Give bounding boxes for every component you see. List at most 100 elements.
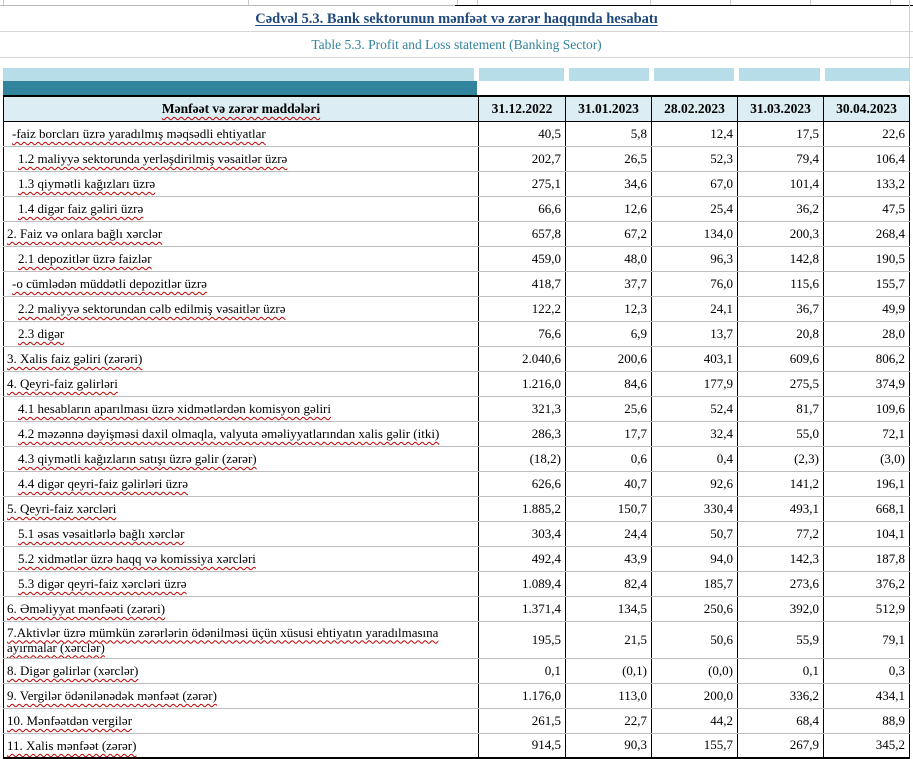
cell-value: 303,4 (478, 521, 566, 547)
cell-value: 67,0 (651, 171, 738, 197)
cell-value: 122,2 (478, 296, 566, 322)
cell-value: 113,0 (565, 683, 652, 709)
cell-value: 13,7 (651, 321, 738, 347)
cell-value: 104,1 (823, 521, 910, 547)
cell-value: 403,1 (651, 346, 738, 372)
row-label: 1.2 maliyyə sektorunda yerləşdirilmiş və… (3, 146, 479, 172)
cell-value: 76,6 (478, 321, 566, 347)
cell-value: 52,3 (651, 146, 738, 172)
gridline-tick (810, 0, 811, 5)
cell-value: 155,7 (651, 733, 738, 759)
band-cell-separator (649, 68, 654, 81)
cell-value: 28,0 (823, 321, 910, 347)
cell-value: 101,4 (737, 171, 824, 197)
row-label: 6. Əməliyyat mənfəəti (zərəri) (3, 596, 479, 622)
cell-value: 36,2 (737, 196, 824, 222)
subtitle-row: Table 5.3. Profit and Loss statement (Ba… (0, 32, 913, 58)
table-row: 4. Qeyri-faiz gəlirləri 1.216,0 84,6 177,9 2… (3, 371, 910, 397)
cell-value: 141,2 (737, 471, 824, 497)
cell-value: 32,4 (651, 421, 738, 447)
cell-value: 150,7 (565, 496, 652, 522)
cell-value: 94,0 (651, 546, 738, 572)
cell-value: 66,6 (478, 196, 566, 222)
cell-value: 68,4 (737, 708, 824, 734)
date-column-header: 28.02.2023 (651, 95, 738, 122)
cell-value: 185,7 (651, 571, 738, 597)
cell-value: 48,0 (565, 246, 652, 272)
cell-value: 55,0 (737, 421, 824, 447)
gridline-tick (3, 0, 4, 5)
cell-value: 5,8 (565, 121, 652, 147)
cell-value: 914,5 (478, 733, 566, 759)
row-label: 7.Aktivlər üzrə mümkün zərərlərin ödənil… (3, 621, 479, 659)
row-label: 2.1 depozitlər üzrə faizlər (3, 246, 479, 272)
cell-value: 336,2 (737, 683, 824, 709)
cell-value: 25,6 (565, 396, 652, 422)
gridline-tick (650, 0, 651, 5)
date-column-header: 30.04.2023 (823, 95, 910, 122)
items-column-header: Mənfəət və zərər maddələri (3, 95, 479, 122)
row-label: 9. Vergilər ödənilənədək mənfəət (zərər) (3, 683, 479, 709)
table-row: -o cümlədən müddətli depozitlər üzrə 418,… (3, 271, 910, 297)
cell-value: 512,9 (823, 596, 910, 622)
row-label: 1.4 digər faiz gəliri üzrə (3, 196, 479, 222)
cell-value: 1.216,0 (478, 371, 566, 397)
table-title-link[interactable]: Cədvəl 5.3. Bank sektorunun mənfəət və z… (255, 11, 658, 27)
cell-value: 434,1 (823, 683, 910, 709)
table-row: 5.3 digər qeyri-faiz xərcləri üzrə 1.089,… (3, 571, 910, 597)
cell-value: 0,4 (651, 446, 738, 472)
cell-value: 273,6 (737, 571, 824, 597)
table-row: 5.1 əsas vəsaitlərlə bağlı xərclər 303,4 2… (3, 521, 910, 547)
cell-value: 34,6 (565, 171, 652, 197)
cell-value: 44,2 (651, 708, 738, 734)
row-label: -faiz borcları üzrə yaradılmış məqsədli … (3, 121, 479, 147)
cell-value: 12,4 (651, 121, 738, 147)
cell-value: 50,6 (651, 621, 738, 659)
cell-value: 275,5 (737, 371, 824, 397)
table-row: 4.3 qiymətli kağızların satışı üzrə gəli… (3, 446, 910, 472)
cell-value: 376,2 (823, 571, 910, 597)
cell-value: 668,1 (823, 496, 910, 522)
table-row: 1.3 qiymətli kağızları üzrə 275,1 34,6 67,0… (3, 171, 910, 197)
previous-table-edge (0, 0, 913, 6)
row-label: 4.4 digər qeyri-faiz gəlirləri üzrə (3, 471, 479, 497)
gridline-tick (477, 0, 478, 5)
table-row: 7.Aktivlər üzrə mümkün zərərlərin ödənil… (3, 621, 910, 659)
table-row: 8. Digər gəlirlər (xərclər) 0,1 (0,1) (0,0)… (3, 658, 910, 684)
row-label: 2.2 maliyyə sektorundan cəlb edilmiş vəs… (3, 296, 479, 322)
cell-value: 72,1 (823, 421, 910, 447)
row-label: 5. Qeyri-faiz xərcləri (3, 496, 479, 522)
title-row: Cədvəl 5.3. Bank sektorunun mənfəət və z… (0, 6, 913, 32)
cell-value: 133,2 (823, 171, 910, 197)
table-row: 11. Xalis mənfəət (zərər) 914,5 90,3 155,7 2… (3, 733, 910, 759)
cell-value: 142,3 (737, 546, 824, 572)
cell-value: 81,7 (737, 396, 824, 422)
cell-value: 286,3 (478, 421, 566, 447)
table-subtitle: Table 5.3. Profit and Loss statement (Ba… (311, 37, 602, 52)
table-row: 5.2 xidmətlər üzrə haqq və komissiya xər… (3, 546, 910, 572)
date-column-header: 31.03.2023 (737, 95, 824, 122)
cell-value: 55,9 (737, 621, 824, 659)
cell-value: 106,4 (823, 146, 910, 172)
cell-value: 267,9 (737, 733, 824, 759)
cell-value: 195,5 (478, 621, 566, 659)
row-label: 5.1 əsas vəsaitlərlə bağlı xərclər (3, 521, 479, 547)
cell-value: 657,8 (478, 221, 566, 247)
table-row: 6. Əməliyyat mənfəəti (zərəri) 1.371,4 134… (3, 596, 910, 622)
row-label: 2.3 digər (3, 321, 479, 347)
cell-value: 392,0 (737, 596, 824, 622)
row-label: 10. Mənfəətdən vergilər (3, 708, 479, 734)
cell-value: 47,5 (823, 196, 910, 222)
cell-value: 43,9 (565, 546, 652, 572)
cell-value: 250,6 (651, 596, 738, 622)
row-label: 4.1 hesabların aparılması üzrə xidmətlər… (3, 396, 479, 422)
cell-value: 77,2 (737, 521, 824, 547)
cell-value: 200,0 (651, 683, 738, 709)
cell-value: 187,8 (823, 546, 910, 572)
cell-value: 626,6 (478, 471, 566, 497)
cell-value: 6,9 (565, 321, 652, 347)
cell-value: 0,6 (565, 446, 652, 472)
table-row: 2.2 maliyyə sektorundan cəlb edilmiş vəs… (3, 296, 910, 322)
previous-table-border (455, 5, 913, 6)
cell-value: 202,7 (478, 146, 566, 172)
